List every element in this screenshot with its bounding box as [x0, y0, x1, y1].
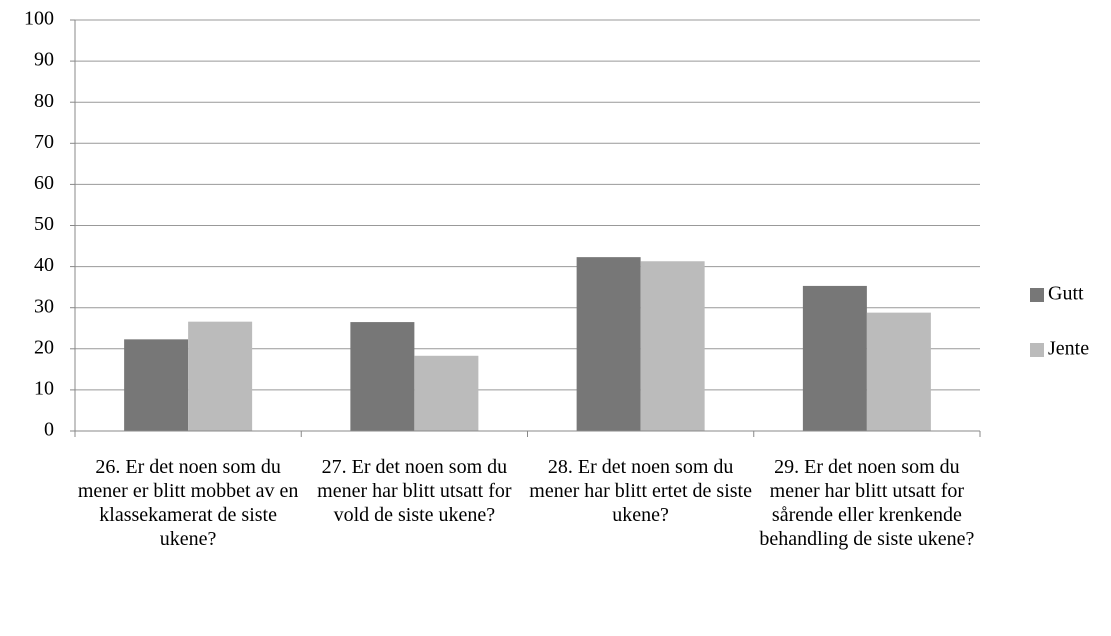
bar — [124, 339, 189, 431]
x-tick-label: 26. Er det noen som du mener er blitt mo… — [77, 456, 299, 550]
bar — [640, 261, 705, 431]
y-tick-label: 100 — [24, 8, 54, 30]
bar — [188, 321, 253, 431]
y-tick-label: 0 — [44, 419, 54, 441]
y-tick-label: 30 — [34, 295, 54, 317]
y-tick-label: 80 — [34, 90, 54, 112]
y-tick-label: 70 — [34, 131, 54, 153]
y-tick-label: 60 — [34, 172, 54, 194]
bar — [414, 355, 479, 431]
y-tick-label: 40 — [34, 254, 54, 276]
y-tick-label: 20 — [34, 336, 54, 358]
legend-swatch — [1030, 288, 1044, 302]
bar — [802, 285, 867, 431]
x-tick-label: 28. Er det noen som du mener har blitt e… — [529, 456, 752, 526]
legend-label: Gutt — [1048, 283, 1084, 305]
bar — [350, 322, 415, 431]
legend-swatch — [1030, 343, 1044, 357]
legend-label: Jente — [1048, 338, 1089, 360]
y-tick-label: 10 — [34, 377, 54, 399]
bar — [866, 312, 931, 431]
y-tick-label: 50 — [34, 213, 54, 235]
bar — [576, 257, 641, 431]
x-tick-label: 29. Er det noen som du mener har blitt u… — [759, 456, 975, 550]
y-tick-label: 90 — [34, 49, 54, 71]
x-tick-label: 27. Er det noen som du mener har blitt u… — [317, 456, 512, 526]
